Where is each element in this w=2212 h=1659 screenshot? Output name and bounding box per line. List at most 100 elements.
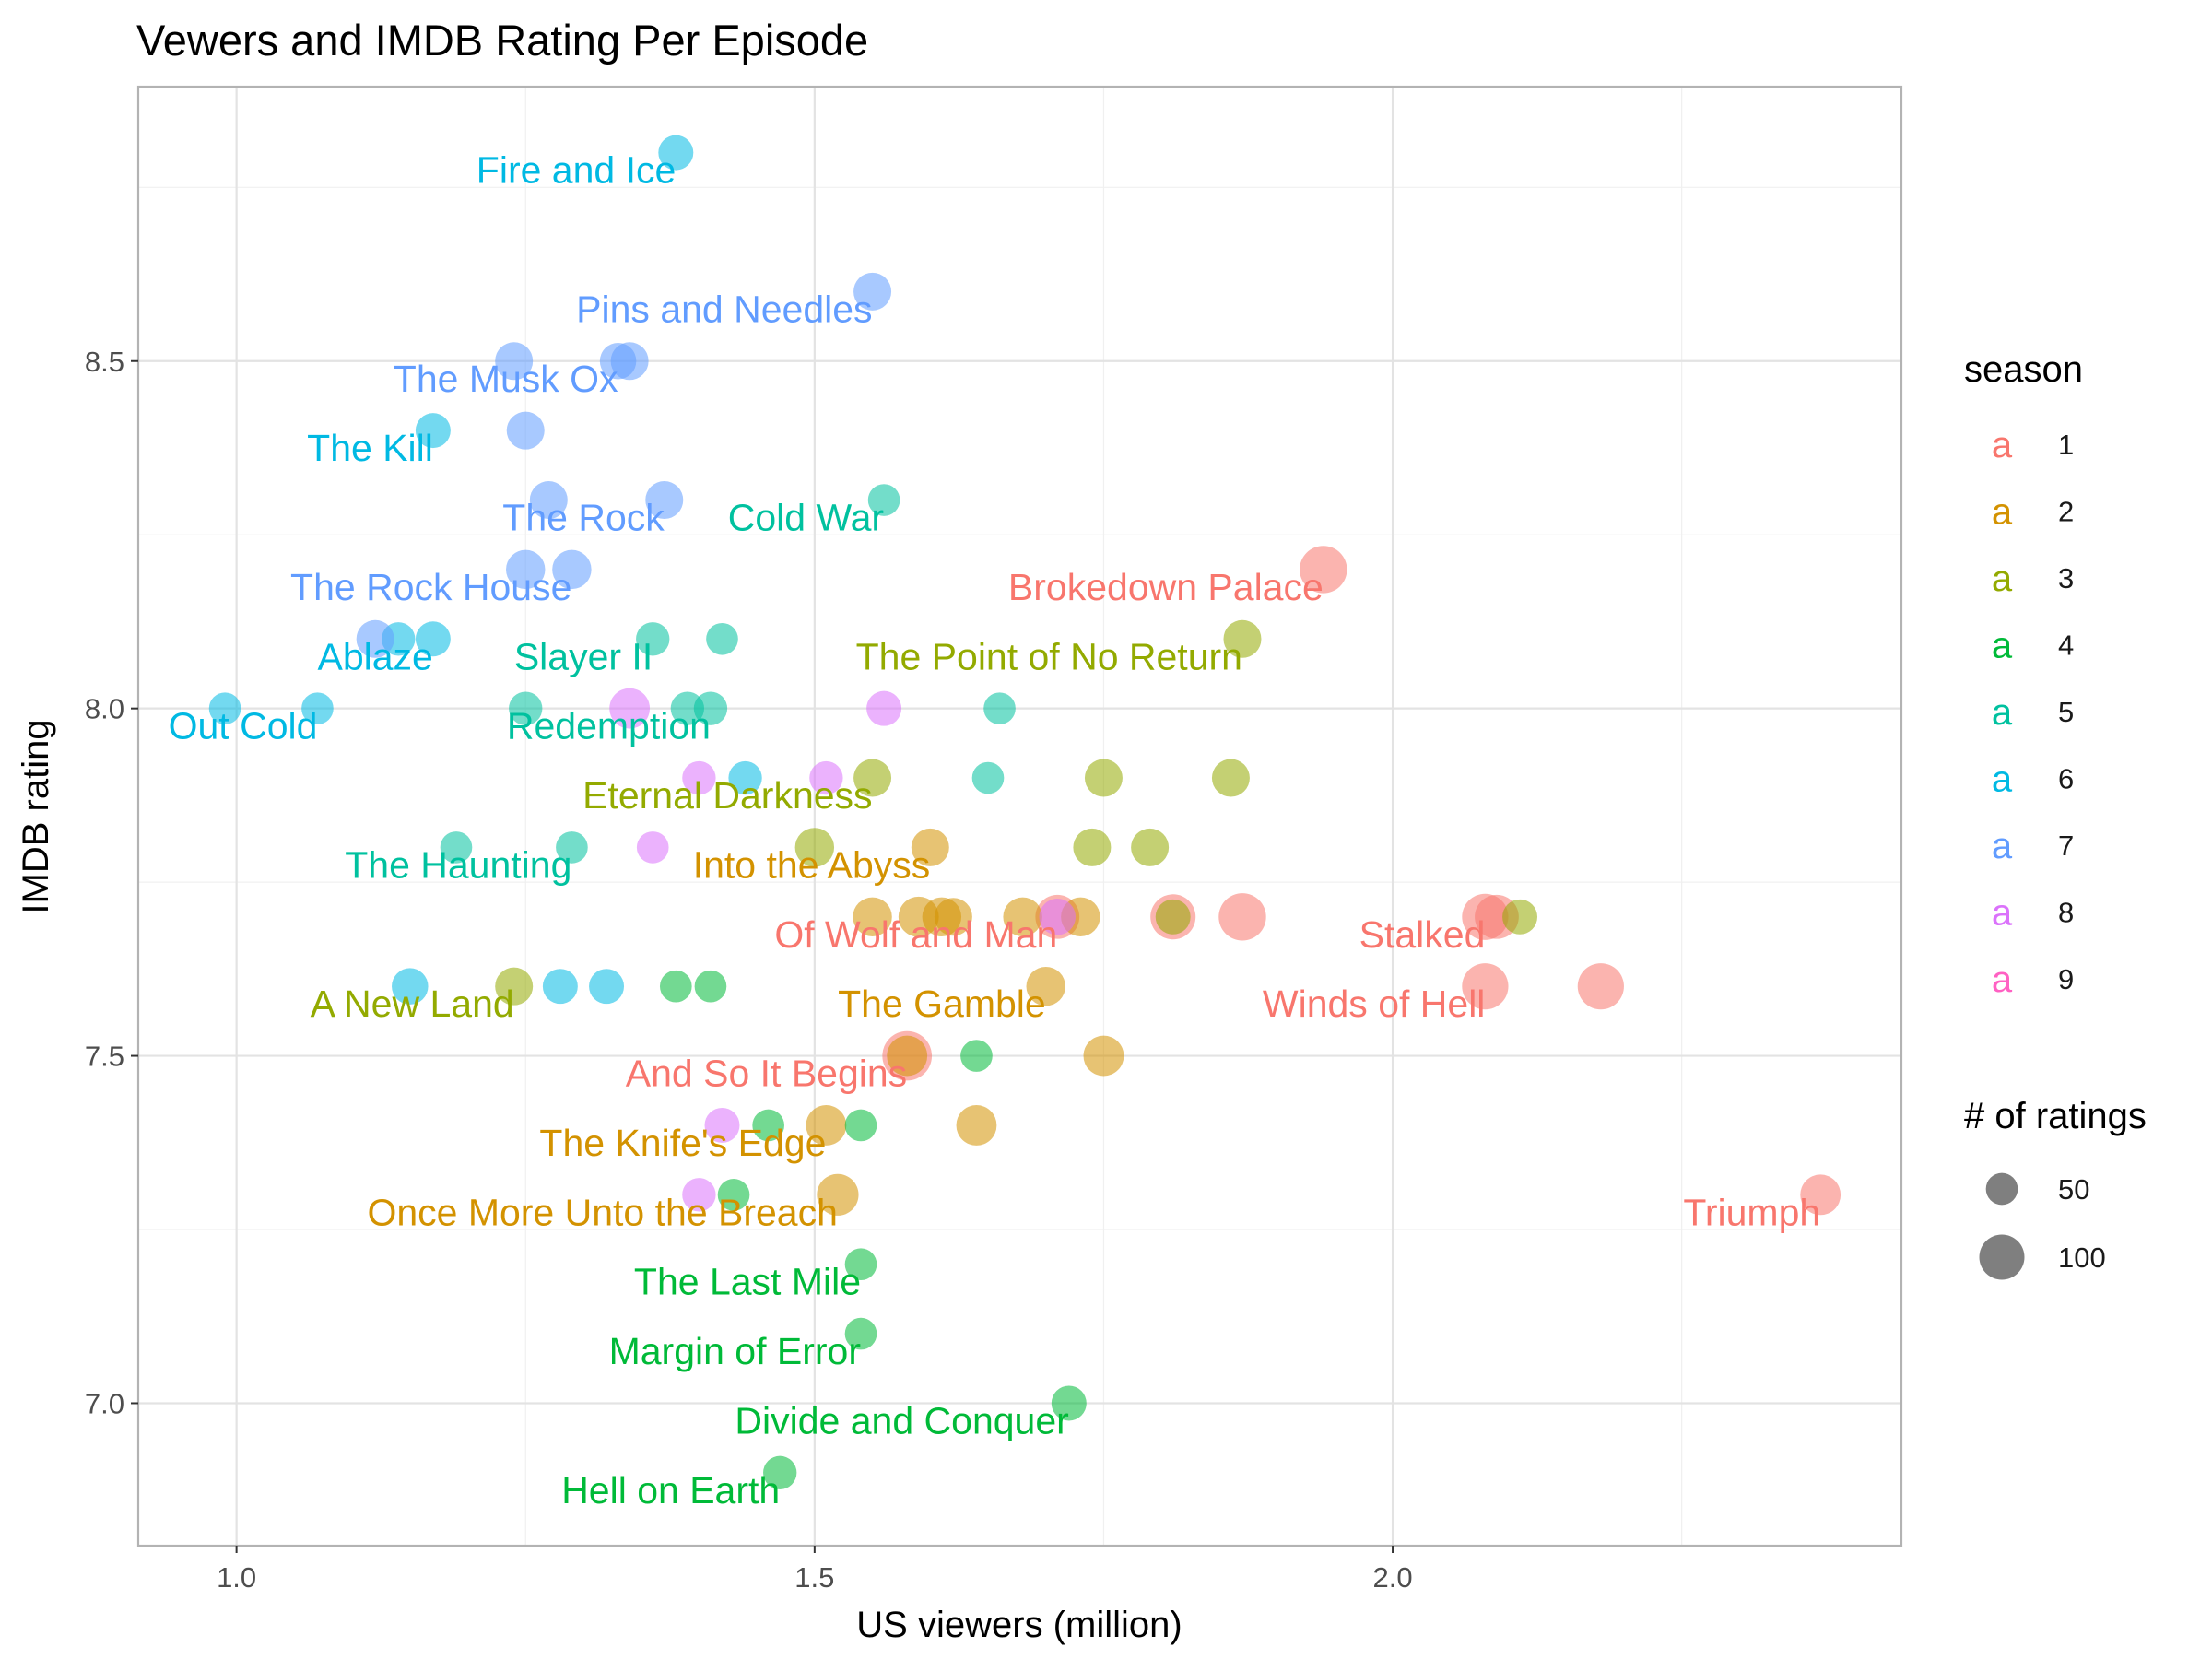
data-point <box>1084 759 1123 797</box>
data-point <box>1039 899 1077 935</box>
episode-label: The Kill <box>307 427 433 469</box>
data-point <box>794 828 835 867</box>
episode-label: Pins and Needles <box>576 288 872 330</box>
data-point <box>440 831 473 864</box>
season-legend-key: a <box>1992 826 2013 866</box>
data-point <box>1218 893 1266 941</box>
data-point <box>1155 899 1191 935</box>
grid-lines <box>138 87 1901 1546</box>
episode-label: Once More Unto the Breach <box>367 1191 837 1233</box>
season-legend-label: 8 <box>2058 897 2074 929</box>
data-point <box>911 828 949 866</box>
size-legend-label: 50 <box>2058 1173 2089 1206</box>
data-point <box>866 690 902 726</box>
data-point <box>682 760 716 795</box>
data-point <box>1051 1385 1087 1421</box>
data-point <box>704 1107 740 1143</box>
data-point <box>1577 963 1624 1010</box>
episode-label: Out Cold <box>169 705 318 747</box>
x-tick-label: 2.0 <box>1372 1561 1412 1594</box>
data-point <box>956 1105 997 1146</box>
y-axis-title: IMDB rating <box>16 719 56 913</box>
season-legend-label: 6 <box>2058 763 2074 795</box>
data-point <box>392 968 429 1005</box>
data-point <box>960 1040 993 1072</box>
data-point <box>934 898 972 936</box>
panel-border <box>136 85 1903 1547</box>
data-point <box>763 1455 797 1490</box>
season-legend-label: 1 <box>2058 429 2074 461</box>
episode-label: Slayer II <box>514 635 653 677</box>
data-point <box>1223 619 1262 658</box>
y-axis: 7.0 7.5 8.0 8.5 <box>85 346 138 1419</box>
data-point <box>659 970 692 1003</box>
data-point <box>971 761 1005 794</box>
size-legend-entries: 50 100 <box>1979 1172 2106 1280</box>
season-legend-key: a <box>1992 692 2013 733</box>
season-legend-label: 7 <box>2058 830 2074 862</box>
data-point <box>809 760 843 795</box>
episode-label: Redemption <box>507 705 711 747</box>
data-point <box>694 970 727 1003</box>
data-point <box>844 1248 877 1281</box>
season-legend-label: 3 <box>2058 562 2074 594</box>
episode-label: Stalked <box>1359 913 1486 956</box>
data-point <box>887 1035 928 1077</box>
season-legend-entries: a 1 a 2 a 3 a 4 a 5 a 6 a 7 a 8 a 9 <box>1992 425 2074 1000</box>
episode-label: The Last Mile <box>634 1261 861 1303</box>
data-point <box>706 622 738 655</box>
episode-label: Of Wolf and Man <box>774 913 1057 956</box>
episode-label: Divide and Conquer <box>735 1399 1068 1441</box>
episode-label: The Rock House <box>290 566 571 608</box>
data-point <box>844 1317 877 1350</box>
y-tick-label: 7.5 <box>85 1041 124 1073</box>
data-point <box>1026 966 1065 1006</box>
episode-label: Fire and Ice <box>477 149 677 192</box>
episode-label: Winds of Hell <box>1263 982 1486 1025</box>
data-point <box>636 831 669 864</box>
data-point <box>1462 963 1509 1010</box>
size-legend-title: # of ratings <box>1964 1096 2147 1136</box>
data-point <box>556 831 588 864</box>
data-point <box>506 549 546 590</box>
episode-label: The Point of No Return <box>856 635 1242 677</box>
episode-label: Into the Abyss <box>693 843 931 886</box>
size-legend-key <box>1979 1234 2025 1280</box>
episode-label: Ablaze <box>318 635 433 677</box>
data-point <box>853 897 892 937</box>
episode-label: The Gamble <box>838 982 1046 1025</box>
data-point <box>552 549 592 590</box>
data-point <box>609 688 651 729</box>
season-legend-key: a <box>1992 559 2013 599</box>
data-point <box>1131 828 1170 866</box>
episode-label: Hell on Earth <box>561 1469 780 1512</box>
data-point <box>867 484 900 516</box>
x-axis: 1.0 1.5 2.0 <box>217 1546 1413 1594</box>
data-point <box>610 342 649 381</box>
data-point <box>1211 759 1250 797</box>
data-point <box>983 692 1016 724</box>
data-point <box>1502 899 1538 935</box>
data-point <box>636 622 670 656</box>
season-legend-label: 4 <box>2058 629 2074 662</box>
data-point <box>806 1105 847 1146</box>
data-point <box>301 692 334 724</box>
data-point <box>1800 1174 1841 1216</box>
x-axis-title: US viewers (million) <box>856 1605 1182 1645</box>
season-legend-key: a <box>1992 893 2013 934</box>
season-legend-label: 5 <box>2058 696 2074 728</box>
plot-panel: Fire and Ice Pins and Needles The Musk Ox T… <box>136 85 1903 1547</box>
episode-label: Brokedown Palace <box>1008 566 1324 608</box>
data-point <box>693 691 728 725</box>
data-point <box>682 1178 716 1212</box>
data-point <box>817 1173 859 1216</box>
size-legend-key <box>1985 1172 2018 1206</box>
data-point <box>495 342 534 381</box>
size-legend-label: 100 <box>2058 1241 2106 1274</box>
episode-label: A New Land <box>311 982 514 1025</box>
episode-label: And So It Begins <box>626 1053 907 1095</box>
y-tick-label: 7.0 <box>85 1387 124 1419</box>
season-legend-key: a <box>1992 959 2013 1000</box>
data-points <box>208 135 1841 1490</box>
